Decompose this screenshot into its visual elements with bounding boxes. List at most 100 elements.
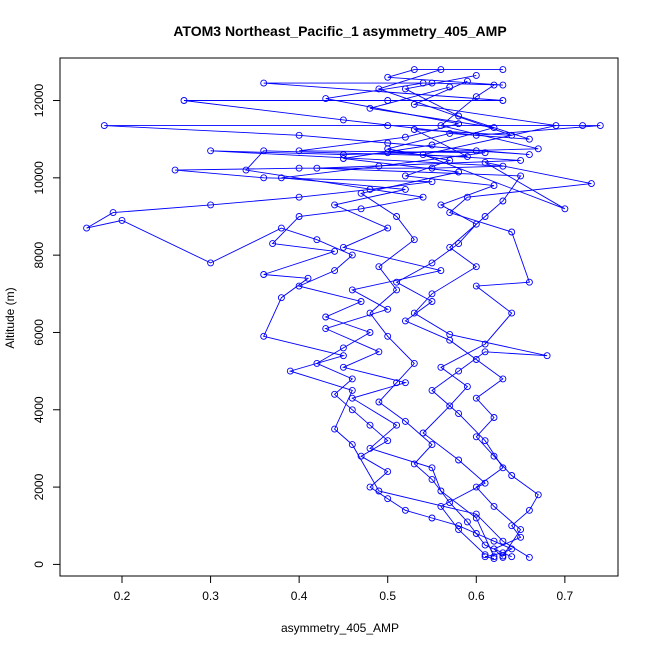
data-point — [472, 530, 480, 537]
y-tick-label: 8000 — [32, 241, 46, 268]
data-point — [366, 421, 374, 429]
data-point — [561, 205, 569, 213]
data-point — [242, 166, 250, 174]
data-point — [304, 274, 312, 282]
data-point — [393, 286, 401, 294]
data-point — [384, 122, 392, 130]
x-axis: 0.2 0.3 0.4 0.5 0.6 0.7 — [114, 575, 574, 603]
data-point — [295, 164, 303, 172]
data-point — [410, 236, 418, 244]
data-point — [384, 495, 392, 503]
data-point — [472, 510, 480, 518]
data-point — [366, 483, 374, 491]
data-point — [277, 174, 285, 182]
data-point — [366, 329, 374, 336]
x-tick-label: 0.4 — [291, 589, 308, 603]
data-point — [508, 228, 516, 236]
data-point — [428, 290, 436, 298]
y-tick-label: 2000 — [32, 473, 46, 500]
data-point — [348, 251, 356, 259]
series-line — [343, 86, 512, 558]
data-point — [295, 147, 303, 155]
data-point — [499, 552, 507, 560]
data-point — [534, 491, 542, 499]
data-point — [419, 193, 427, 201]
data-point — [339, 352, 347, 360]
series-6 — [277, 79, 498, 561]
x-tick-label: 0.3 — [202, 589, 219, 603]
data-point — [428, 141, 436, 149]
data-point — [322, 95, 330, 103]
series-line — [316, 84, 548, 557]
data-point — [428, 514, 436, 522]
y-axis-label: Altitude (m) — [3, 287, 17, 348]
data-point — [455, 240, 463, 248]
data-point — [499, 66, 507, 74]
data-point — [517, 526, 525, 534]
data-point — [490, 81, 498, 89]
data-point — [401, 133, 409, 141]
data-point — [481, 553, 489, 561]
data-point — [313, 359, 321, 367]
data-point — [410, 359, 418, 367]
data-point — [366, 309, 374, 317]
data-point — [393, 421, 401, 429]
data-point — [419, 429, 427, 437]
data-point — [384, 468, 392, 476]
data-point — [525, 151, 533, 159]
data-point — [401, 506, 409, 514]
data-point — [322, 313, 330, 321]
data-point — [277, 224, 285, 232]
data-point — [428, 386, 436, 394]
data-point — [472, 433, 480, 441]
data-point — [508, 131, 516, 139]
data-point — [331, 247, 339, 255]
data-point — [481, 348, 489, 356]
data-point — [437, 363, 445, 371]
data-point — [446, 209, 454, 217]
data-point — [100, 122, 108, 130]
data-point — [384, 149, 392, 157]
data-point — [393, 278, 401, 286]
data-point — [490, 182, 498, 190]
data-point — [401, 185, 409, 193]
data-point — [472, 514, 480, 522]
data-point — [508, 472, 516, 479]
data-point — [490, 553, 498, 561]
data-point — [393, 213, 401, 220]
data-point — [339, 363, 347, 371]
data-point — [286, 367, 294, 375]
data-point — [260, 271, 268, 278]
data-point — [517, 172, 525, 180]
data-point — [437, 487, 445, 495]
data-point — [428, 475, 436, 483]
data-point — [348, 286, 356, 294]
data-point — [472, 394, 480, 402]
data-point — [455, 120, 463, 128]
data-point — [295, 282, 303, 290]
data-point — [384, 437, 392, 445]
series-line — [412, 80, 592, 556]
data-point — [348, 441, 356, 449]
data-point — [375, 398, 383, 406]
data-point — [490, 537, 498, 545]
data-point — [446, 499, 454, 507]
data-point — [446, 243, 454, 251]
data-point — [339, 243, 347, 251]
data-point — [446, 330, 454, 338]
data-point — [348, 406, 356, 414]
data-point — [357, 298, 365, 305]
data-point — [455, 168, 463, 176]
y-tick-label: 0 — [32, 561, 46, 568]
data-point — [446, 83, 454, 91]
data-point — [472, 356, 480, 363]
series-line — [281, 82, 495, 557]
data-point — [313, 236, 321, 244]
data-point — [348, 394, 356, 402]
data-point — [446, 402, 454, 410]
data-point — [375, 263, 383, 271]
data-point — [596, 122, 604, 130]
data-point — [428, 298, 436, 305]
